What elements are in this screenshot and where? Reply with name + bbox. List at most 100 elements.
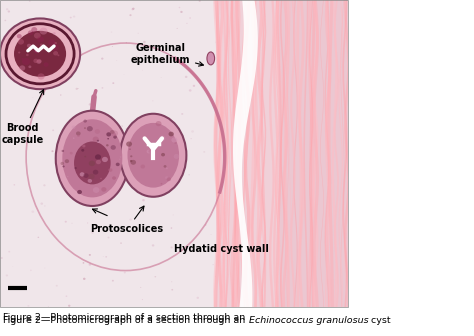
- Circle shape: [40, 43, 43, 46]
- Circle shape: [35, 49, 39, 52]
- Circle shape: [276, 245, 278, 246]
- Circle shape: [165, 176, 168, 179]
- Circle shape: [28, 30, 33, 35]
- Circle shape: [270, 159, 272, 161]
- Ellipse shape: [120, 114, 186, 197]
- Circle shape: [256, 168, 257, 169]
- Text: Echinococcus granulosus: Echinococcus granulosus: [249, 316, 368, 325]
- Circle shape: [53, 51, 58, 55]
- Circle shape: [65, 159, 69, 163]
- Circle shape: [189, 89, 191, 92]
- Circle shape: [53, 32, 56, 35]
- Circle shape: [72, 125, 75, 129]
- Circle shape: [37, 73, 45, 80]
- Circle shape: [112, 46, 113, 47]
- Circle shape: [344, 180, 346, 181]
- Circle shape: [330, 33, 332, 35]
- Circle shape: [321, 24, 323, 26]
- Circle shape: [47, 62, 49, 64]
- Circle shape: [148, 150, 152, 153]
- Circle shape: [74, 167, 77, 169]
- Circle shape: [13, 184, 15, 185]
- Circle shape: [41, 33, 43, 35]
- Circle shape: [270, 135, 272, 136]
- Circle shape: [37, 237, 39, 238]
- Circle shape: [30, 269, 32, 271]
- Circle shape: [92, 136, 99, 142]
- Circle shape: [52, 129, 54, 131]
- Circle shape: [111, 32, 112, 33]
- Circle shape: [27, 305, 29, 307]
- Circle shape: [242, 188, 244, 190]
- Circle shape: [120, 242, 122, 244]
- Circle shape: [102, 157, 108, 162]
- Circle shape: [155, 121, 162, 126]
- Circle shape: [271, 110, 272, 111]
- Circle shape: [22, 58, 30, 65]
- Circle shape: [112, 176, 114, 177]
- Circle shape: [343, 192, 345, 193]
- Circle shape: [37, 59, 42, 63]
- Circle shape: [31, 210, 34, 213]
- Circle shape: [33, 59, 38, 63]
- Circle shape: [238, 47, 240, 49]
- Circle shape: [70, 17, 72, 18]
- Circle shape: [54, 42, 57, 44]
- Circle shape: [67, 176, 69, 177]
- Ellipse shape: [74, 141, 110, 184]
- Circle shape: [21, 58, 24, 60]
- Circle shape: [8, 10, 10, 12]
- Circle shape: [171, 227, 172, 229]
- Circle shape: [218, 281, 220, 284]
- Circle shape: [262, 275, 264, 277]
- Circle shape: [142, 70, 143, 71]
- Circle shape: [185, 160, 188, 162]
- Circle shape: [315, 173, 316, 174]
- Circle shape: [108, 237, 109, 239]
- Circle shape: [64, 221, 67, 223]
- Circle shape: [68, 305, 71, 307]
- Circle shape: [101, 57, 103, 60]
- Circle shape: [246, 71, 247, 72]
- Circle shape: [140, 165, 145, 169]
- Circle shape: [120, 156, 121, 158]
- Circle shape: [31, 27, 37, 32]
- Circle shape: [42, 82, 45, 84]
- Circle shape: [88, 179, 92, 183]
- Circle shape: [169, 132, 174, 136]
- Circle shape: [126, 141, 132, 147]
- Text: Brood
capsule: Brood capsule: [1, 90, 44, 144]
- Circle shape: [152, 100, 154, 101]
- Circle shape: [129, 14, 132, 16]
- Circle shape: [44, 62, 49, 67]
- Circle shape: [124, 271, 126, 274]
- Circle shape: [8, 251, 10, 253]
- Circle shape: [29, 0, 31, 2]
- Circle shape: [296, 169, 297, 170]
- Circle shape: [225, 159, 227, 161]
- Circle shape: [159, 136, 165, 141]
- Circle shape: [268, 155, 270, 157]
- Circle shape: [151, 229, 152, 230]
- Circle shape: [65, 295, 67, 297]
- Circle shape: [110, 130, 115, 134]
- Ellipse shape: [207, 52, 215, 65]
- Circle shape: [137, 175, 140, 177]
- Circle shape: [307, 207, 308, 208]
- Circle shape: [48, 306, 49, 307]
- Circle shape: [28, 66, 31, 68]
- Circle shape: [189, 17, 191, 19]
- Circle shape: [73, 137, 74, 139]
- Circle shape: [81, 112, 83, 114]
- Circle shape: [258, 296, 260, 298]
- Circle shape: [111, 130, 118, 136]
- Circle shape: [161, 77, 162, 78]
- Circle shape: [40, 203, 43, 205]
- Circle shape: [77, 190, 82, 194]
- Circle shape: [129, 218, 132, 221]
- Circle shape: [171, 289, 173, 291]
- Circle shape: [313, 120, 314, 121]
- Circle shape: [6, 8, 9, 10]
- Circle shape: [82, 144, 85, 148]
- Circle shape: [126, 42, 127, 43]
